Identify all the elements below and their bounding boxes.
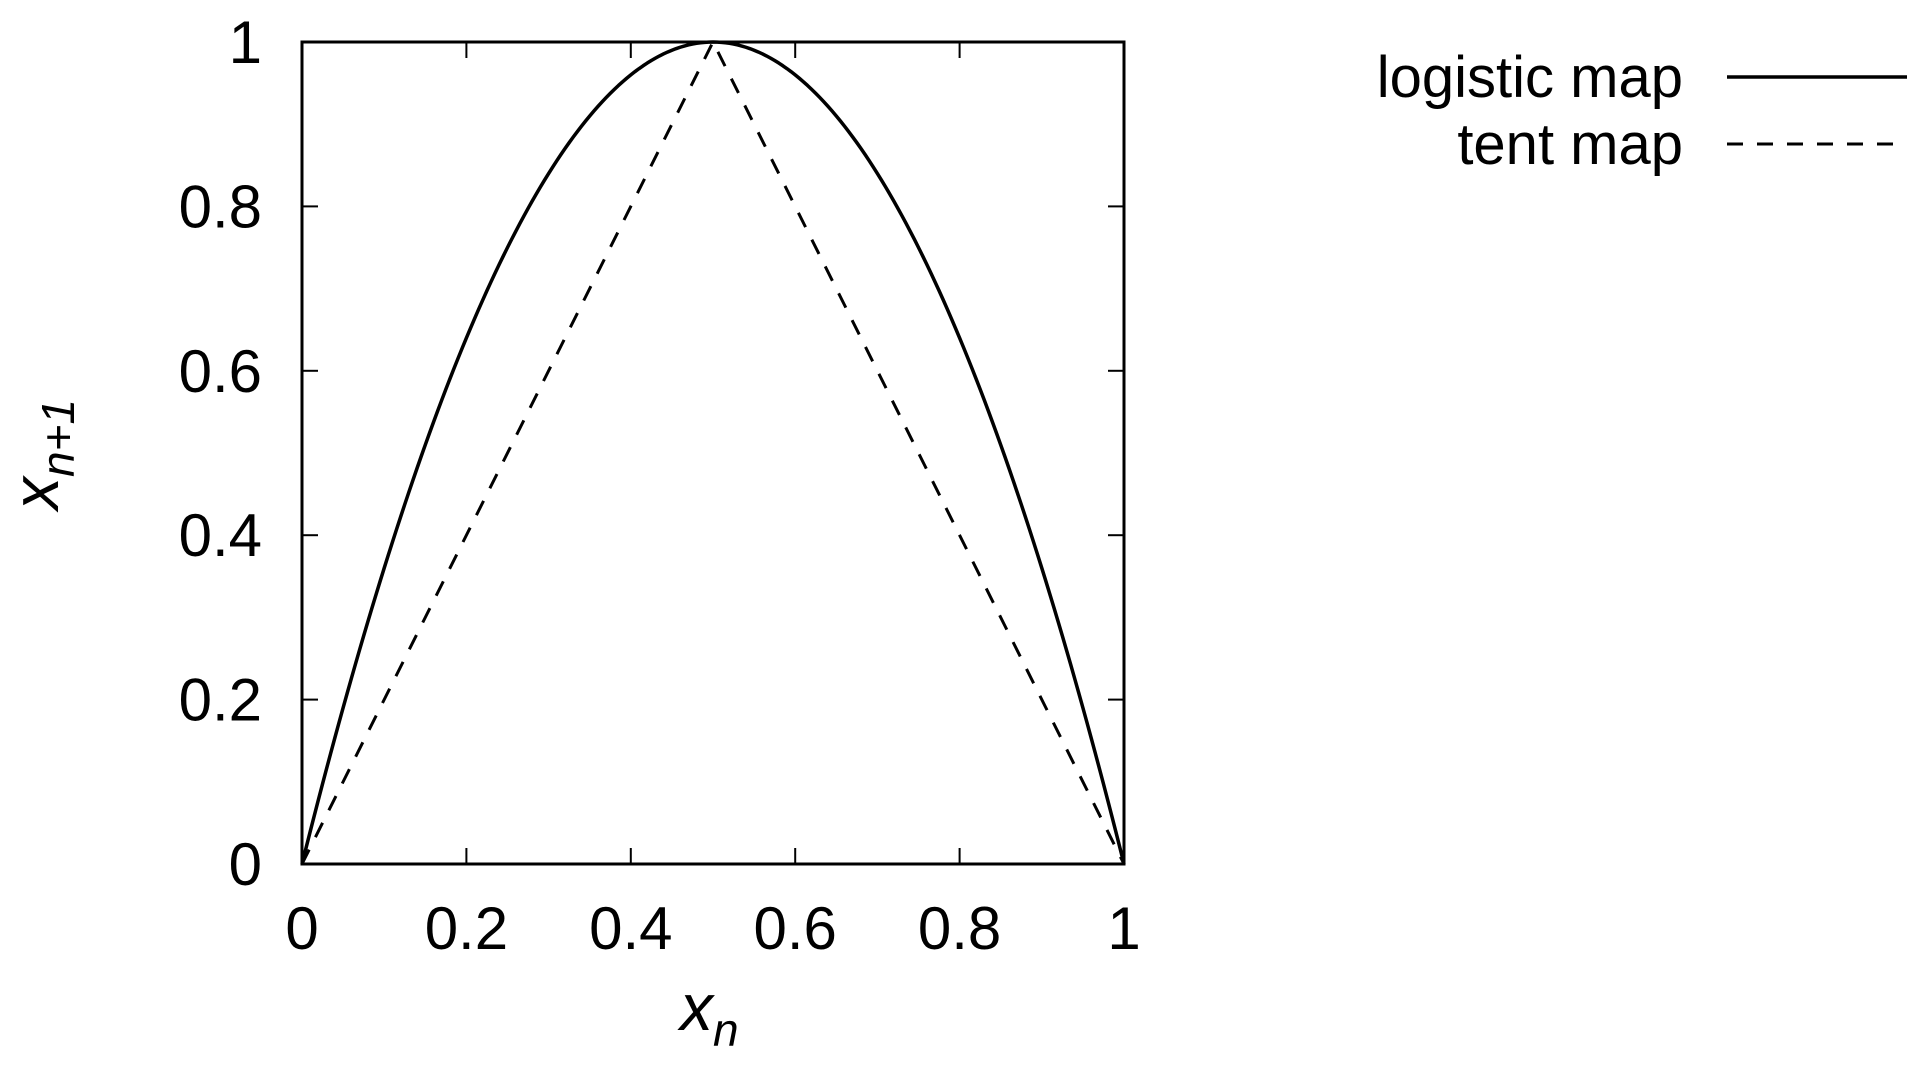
y-tick-label-2: 0.4: [179, 502, 262, 569]
y-tick-label-5: 1: [229, 9, 262, 76]
y-tick-label-1: 0.2: [179, 667, 262, 734]
plot-frame: [300, 40, 1126, 866]
x-tick-label-3: 0.6: [753, 895, 836, 962]
legend: logistic map tent map: [1377, 45, 1907, 177]
x-tick-label-4: 0.8: [918, 895, 1001, 962]
x-tick-label-2: 0.4: [589, 895, 672, 962]
y-tick-label-4: 0.8: [179, 173, 262, 240]
tick-labels: 0 0.2 0.4 0.6 0.8 1 0 0.2 0.4 0.6 0.8 1: [179, 9, 1141, 962]
y-tick-label-0: 0: [229, 831, 262, 898]
x-tick-label-0: 0: [285, 895, 318, 962]
x-tick-label-1: 0.2: [425, 895, 508, 962]
series-line-tent-map: [300, 40, 1126, 865]
x-tick-label-5: 1: [1107, 895, 1140, 962]
y-axis-label: xn+1: [0, 399, 84, 513]
y-tick-label-3: 0.6: [179, 338, 262, 405]
legend-label-logistic-map: logistic map: [1377, 45, 1683, 110]
legend-label-tent-map: tent map: [1457, 112, 1683, 177]
x-axis-label: xn: [677, 970, 739, 1056]
